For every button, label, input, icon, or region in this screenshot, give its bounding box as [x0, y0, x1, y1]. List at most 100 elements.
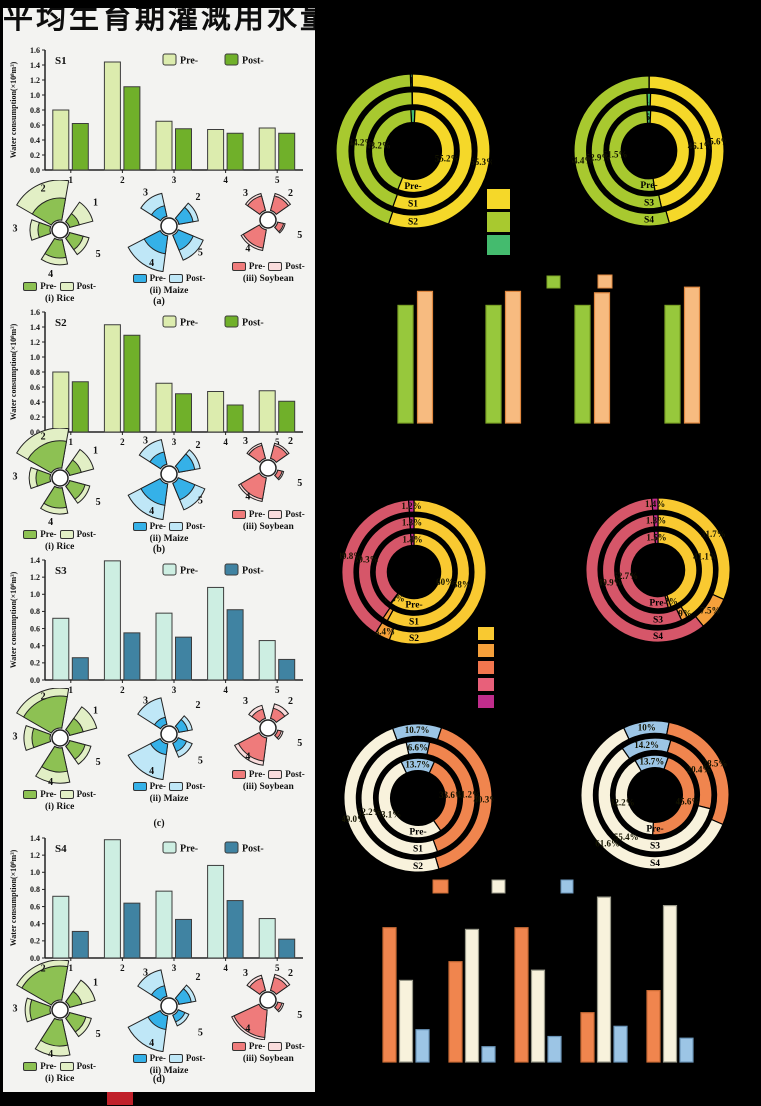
rose-legend: Pre- Post-: [132, 273, 205, 283]
slice-label: 55.2%: [435, 153, 460, 163]
slice-label: 41.2%: [456, 789, 481, 799]
direction-label: 1: [93, 445, 98, 456]
x-tick: 3: [172, 437, 177, 447]
series-title: S1: [55, 55, 67, 67]
direction-label: 3: [12, 471, 17, 482]
post-label: Post-: [76, 281, 97, 291]
direction-label: 5: [198, 1027, 203, 1038]
post-swatch: [268, 509, 283, 519]
post-swatch: [59, 789, 74, 799]
post-swatch: [59, 529, 74, 539]
direction-label: 2: [195, 440, 200, 451]
pre-swatch: [23, 789, 38, 799]
legend-swatch: [487, 212, 510, 232]
donut-slice: [607, 109, 656, 193]
caption-a: (a): [153, 296, 165, 307]
rose-legend: Pre- Post-: [132, 781, 205, 791]
slice-label: 1.5%: [639, 112, 659, 122]
bar-Pre-: [103, 324, 121, 433]
x-tick: 5: [275, 963, 280, 973]
petal-pre: [29, 999, 51, 1021]
direction-label: 2: [40, 183, 45, 194]
legend-top-donuts: [487, 189, 510, 255]
bar-Post-: [175, 918, 192, 959]
pre-label: Pre-: [248, 509, 266, 519]
rose-svg: 1 2 3 4 5: [12, 180, 100, 280]
slice-label: 49.9%: [598, 578, 623, 588]
slice-label: 6.6%: [408, 742, 428, 752]
petal-pre: [270, 976, 289, 995]
ring-name: Pre-: [640, 181, 657, 191]
bar-green: [485, 304, 502, 424]
ring-name: S2: [413, 862, 423, 872]
direction-label: 3: [243, 968, 248, 979]
direction-label: 4: [149, 1038, 154, 1049]
post-swatch: [168, 273, 183, 283]
slice-label: 52.7%: [613, 571, 638, 581]
ring-name: S1: [413, 845, 423, 855]
post-swatch: [168, 1053, 183, 1063]
x-tick: 1: [69, 437, 74, 447]
y-tick: 0.6: [30, 902, 40, 911]
y-tick: 1.4: [30, 61, 40, 70]
bar-blue: [679, 1037, 694, 1063]
direction-label: 1: [93, 977, 98, 988]
legend-swatch: [597, 274, 613, 289]
bar-Post-: [175, 393, 192, 433]
petal-pre: [64, 231, 84, 251]
bar-orange: [416, 290, 434, 424]
direction-label: 4: [246, 244, 251, 255]
y-tick: 0.6: [30, 383, 40, 392]
slice-label: 1.2%: [401, 501, 421, 511]
rose-iiisoybean: 2 3 4 5 Pre- Post- (iii) Soybean: [228, 960, 308, 1064]
rose-svg: 2 3 4 5: [127, 967, 203, 1052]
direction-label: 2: [288, 696, 293, 707]
slice-label: 7.5%: [700, 605, 720, 615]
x-tick: 2: [120, 963, 125, 973]
slice-label: 3.4%: [375, 626, 395, 636]
rose-svg: 2 3 4 5: [234, 696, 303, 766]
pre-swatch: [23, 1061, 38, 1071]
left-figure-panel: 平均生育期灌溉用水量 0.0 0.2 0.4 0.6 0.8 1.0 1.2 1.4 1.6 Wa…: [3, 8, 315, 1092]
direction-label: 5: [198, 755, 203, 766]
rose-legend: Pre- Post-: [231, 1041, 305, 1051]
bar-orange: [593, 292, 611, 424]
bar-orange: [580, 1012, 595, 1063]
bar-Pre-: [103, 560, 121, 681]
y-tick: 1.0: [30, 91, 40, 100]
y-tick: 0.8: [30, 885, 40, 894]
rose-iiisoybean: 2 3 4 5 Pre- Post- (iii) Soybean: [228, 688, 308, 792]
post-label: Post-: [285, 769, 305, 779]
legend-label: Pre-: [180, 844, 198, 855]
direction-label: 2: [195, 192, 200, 203]
slice-label: 49.0%: [342, 814, 366, 824]
slice-label: 52.9%: [586, 152, 611, 162]
series-title: S3: [55, 565, 67, 577]
x-tick: 4: [223, 963, 228, 973]
slice-label: 14.2%: [634, 740, 659, 750]
pre-label: Pre-: [248, 769, 266, 779]
donut-slice: [597, 747, 712, 853]
pre-swatch: [132, 521, 147, 531]
legend-label: Pre-: [180, 566, 198, 577]
rose-title: (ii) Maize: [149, 1066, 189, 1076]
bar-orange: [382, 927, 397, 1063]
ring-name: S4: [650, 859, 660, 869]
petal-pre: [31, 727, 51, 749]
slice-label: 1.3%: [402, 518, 422, 528]
bar-Post-: [226, 900, 244, 959]
donut-slice: [353, 91, 413, 208]
direction-label: 4: [48, 269, 53, 280]
legend-swatch: [487, 189, 510, 209]
bar-chart-bottom: [370, 876, 705, 1066]
bar-chart-s2: 0.0 0.2 0.4 0.6 0.8 1.0 1.2 1.4 1.6 Water consump…: [5, 304, 313, 456]
slice-label: 1.4%: [402, 534, 422, 544]
donut-svg: 1.5%51.5%Pre-<1%46.1%52.9%S30%45.6%54.4%…: [572, 75, 726, 227]
y-tick: 1.4: [30, 323, 40, 332]
rose-legend: Pre- Post-: [23, 529, 96, 539]
bar-Post-: [123, 632, 141, 681]
rose-irice: 1 2 3 4 5 Pre- Post- (i) Rice: [10, 180, 110, 304]
ring-name: S3: [650, 842, 660, 852]
direction-label: 3: [243, 696, 248, 707]
pre-swatch: [132, 1053, 147, 1063]
